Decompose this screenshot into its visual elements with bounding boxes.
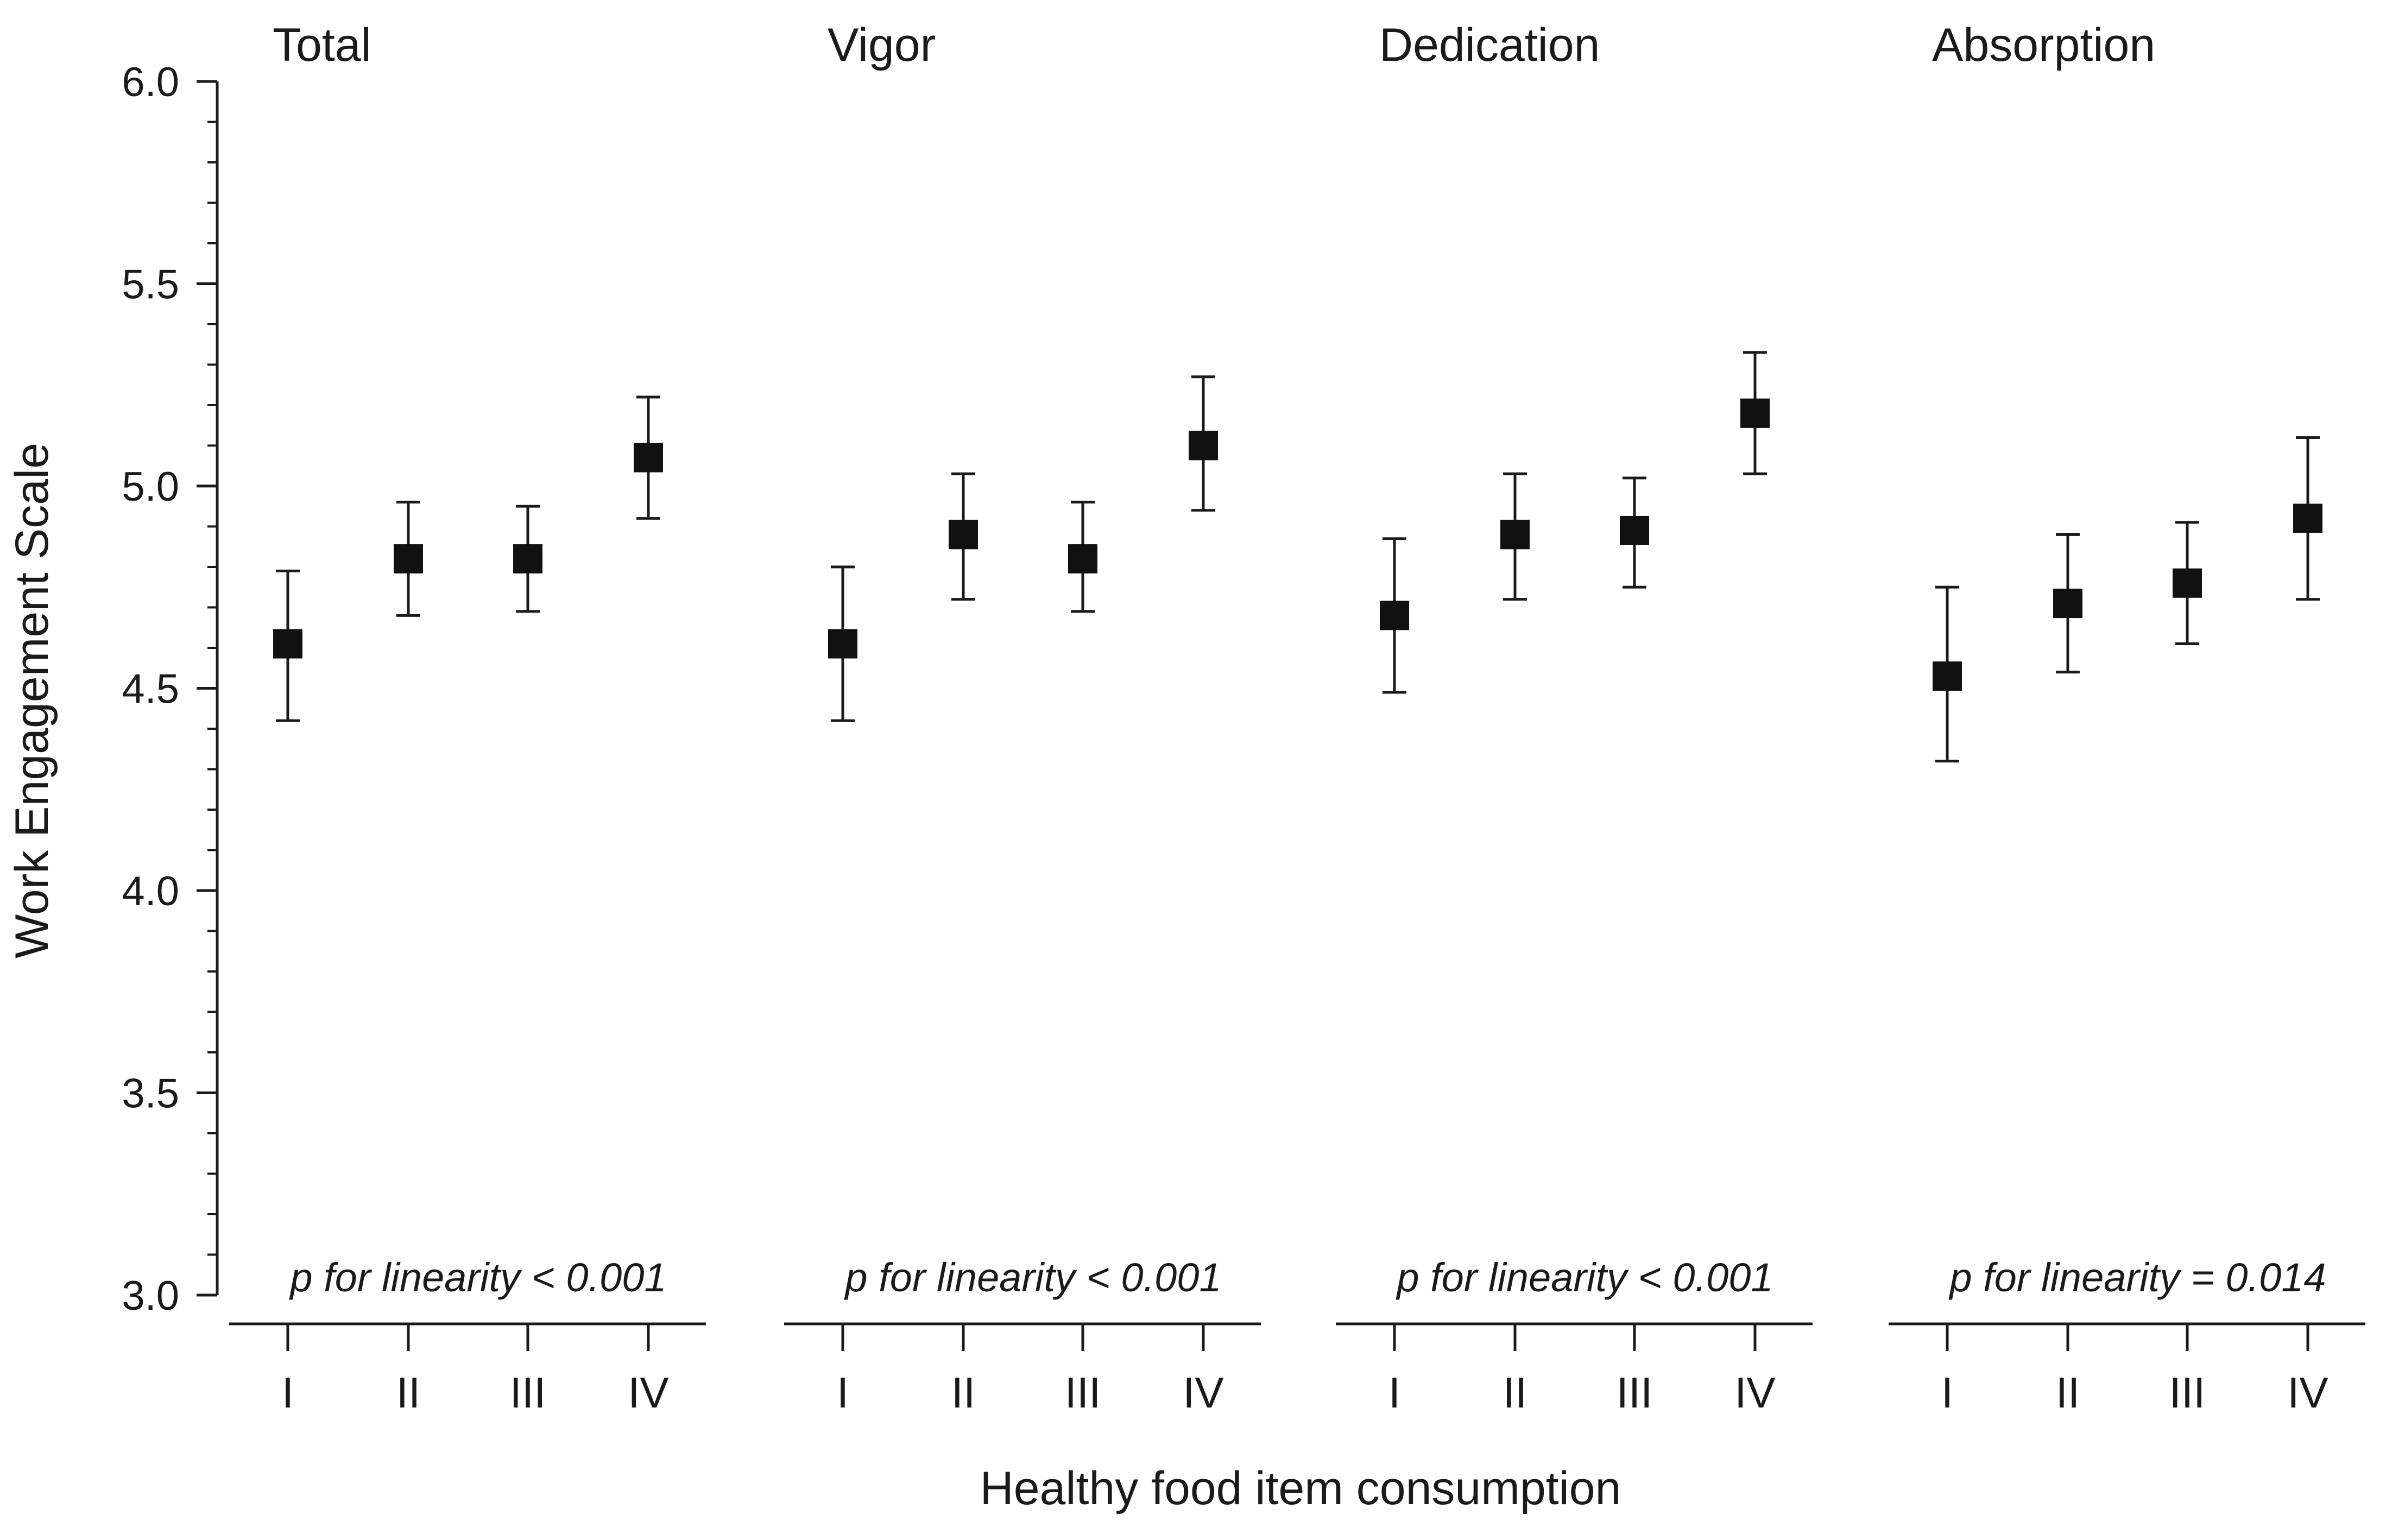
x-axis-label: Healthy food item consumption	[980, 1462, 1621, 1514]
y-axis: 3.0 3.5 4.0 4.5 5.0 5.5 6.0	[122, 59, 219, 1319]
mean-marker	[1620, 515, 1649, 545]
linearity-annotation: p for linearity < 0.001	[289, 1255, 666, 1300]
x-tick-label: III	[2169, 1368, 2206, 1417]
x-tick-label: I	[282, 1368, 294, 1417]
x-tick-label: III	[1617, 1368, 1653, 1417]
mean-marker	[513, 544, 542, 574]
x-tick-label: IV	[628, 1368, 669, 1417]
x-tick-label: II	[1503, 1368, 1527, 1417]
y-tick-label: 3.0	[122, 1273, 179, 1319]
mean-marker	[949, 520, 978, 550]
x-tick-label: IV	[1183, 1368, 1224, 1417]
y-tick-label: 3.5	[122, 1071, 179, 1117]
mean-marker	[394, 544, 423, 574]
x-tick-label: II	[396, 1368, 420, 1417]
x-tick-label: II	[951, 1368, 975, 1417]
y-tick-label: 4.0	[122, 868, 179, 914]
panel-title: Dedication	[1379, 19, 1600, 71]
x-tick-label: I	[1388, 1368, 1400, 1417]
mean-marker	[634, 443, 663, 472]
y-axis-label: Work Engagement Scale	[6, 443, 58, 958]
x-tick-label: IV	[1734, 1368, 1776, 1417]
y-tick-label: 4.5	[122, 666, 179, 712]
mean-marker	[1189, 431, 1218, 460]
mean-marker	[1380, 601, 1409, 630]
mean-marker	[2293, 503, 2322, 533]
panel-title: Vigor	[828, 19, 936, 71]
x-tick-label: III	[1065, 1368, 1101, 1417]
panel-title: Total	[273, 19, 371, 71]
y-tick-label: 5.5	[122, 262, 179, 308]
x-tick-label: III	[510, 1368, 546, 1417]
mean-marker	[828, 629, 857, 659]
linearity-annotation: p for linearity < 0.001	[844, 1255, 1221, 1300]
mean-marker	[2173, 568, 2202, 598]
mean-marker	[1500, 520, 1530, 550]
mean-marker	[1068, 544, 1097, 574]
mean-marker	[1933, 661, 1962, 691]
x-tick-label: I	[837, 1368, 849, 1417]
mean-marker	[1740, 398, 1770, 428]
x-tick-label: I	[1941, 1368, 1953, 1417]
panel-title: Absorption	[1932, 19, 2155, 71]
mean-marker	[273, 629, 302, 659]
y-tick-label: 6.0	[122, 59, 179, 105]
x-tick-label: IV	[2287, 1368, 2328, 1417]
mean-marker	[2053, 589, 2082, 618]
linearity-annotation: p for linearity = 0.014	[1948, 1255, 2326, 1300]
x-tick-label: II	[2056, 1368, 2080, 1417]
y-tick-label: 5.0	[122, 464, 179, 510]
linearity-annotation: p for linearity < 0.001	[1396, 1255, 1773, 1300]
